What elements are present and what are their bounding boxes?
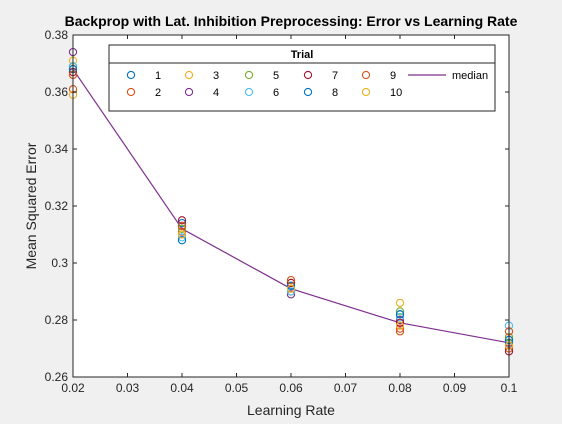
data-point-trial-8 [395,310,405,319]
legend-label-trial-1: 1 [155,70,161,82]
legend-marker-trial-5 [244,70,254,80]
x-tick-label: 0.03 [116,381,140,395]
legend-marker-trial-8 [303,87,313,97]
data-point-trial-1 [177,218,187,228]
x-ticks: 0.02 0.03 0.04 0.05 0.06 0.07 0.08 0.09 0.1 [61,35,518,395]
data-point-trial-8 [286,281,296,290]
data-point-trial-6 [177,233,187,242]
legend-marker-trial-2 [126,87,136,97]
data-point-trial-6 [286,287,296,296]
x-tick-label: 0.08 [388,381,412,395]
chart-title: Backprop with Lat. Inhibition Preprocess… [65,13,518,29]
legend-box [108,44,496,112]
x-tick-label: 0.05 [225,381,249,395]
y-ticks: 0.26 0.28 0.3 0.32 0.34 0.36 0.38 [45,28,509,384]
legend-label-trial-10: 10 [390,87,402,99]
data-point-trial-7 [395,318,405,327]
x-tick-label: 0.07 [334,381,358,395]
legend-marker-trial-9 [361,70,371,80]
legend-marker-trial-4 [184,87,194,97]
legend-label-trial-4: 4 [213,87,219,99]
x-tick-label: 0.04 [170,381,194,395]
legend-marker-trial-1 [126,70,136,80]
data-point-trial-5 [177,224,187,233]
data-point-trial-10 [286,284,296,293]
legend-label-trial-9: 9 [390,70,396,82]
data-point-trial-4 [286,290,296,299]
legend-title: Trial [291,49,314,61]
legend-label-trial-7: 7 [332,70,338,82]
y-tick-label: 0.34 [45,142,69,156]
data-point-trial-7 [177,216,187,225]
legend-entries: 1 2 3 4 5 6 7 8 9 10 median [126,70,488,99]
data-point-trial-10 [395,321,405,330]
x-tick-label: 0.06 [279,381,303,395]
legend-label-trial-3: 3 [213,70,219,82]
data-point-trial-6 [395,312,405,322]
y-tick-label: 0.28 [45,313,69,327]
data-point-trial-9 [395,327,405,336]
x-tick-label: 0.09 [443,381,467,395]
legend-marker-trial-10 [361,87,371,97]
data-point-trial-9 [177,221,187,231]
data-point-trial-4 [395,315,405,325]
legend-marker-trial-3 [184,70,194,80]
y-axis-label: Mean Squared Error [23,142,39,269]
data-point-trial-7 [286,278,296,288]
legend: Trial 1 2 3 4 5 6 7 8 9 10 median [108,44,496,112]
y-tick-label: 0.26 [45,370,69,384]
y-tick-label: 0.36 [45,85,69,99]
data-point-trial-9 [286,275,296,285]
data-point-trial-2 [177,227,187,236]
legend-label-trial-6: 6 [273,87,279,99]
data-point-trial-3 [395,298,405,308]
data-point-trial-5 [395,307,405,316]
legend-label-trial-5: 5 [273,70,279,82]
x-tick-label: 0.02 [61,381,85,395]
legend-label-trial-8: 8 [332,87,338,99]
x-axis-label: Learning Rate [247,402,335,418]
y-tick-label: 0.38 [45,28,69,42]
median-line-layer [72,68,510,344]
legend-label-trial-2: 2 [155,87,161,99]
data-point-trial-2 [395,324,405,333]
data-point-trial-10 [177,230,187,239]
y-tick-label: 0.3 [51,256,68,270]
x-tick-label: 0.1 [501,381,518,395]
legend-label-median: median [452,70,488,82]
data-point-trial-8 [177,236,187,245]
legend-marker-trial-6 [244,87,254,97]
legend-marker-trial-7 [303,70,313,80]
y-tick-label: 0.32 [45,199,69,213]
median-line [72,68,510,344]
